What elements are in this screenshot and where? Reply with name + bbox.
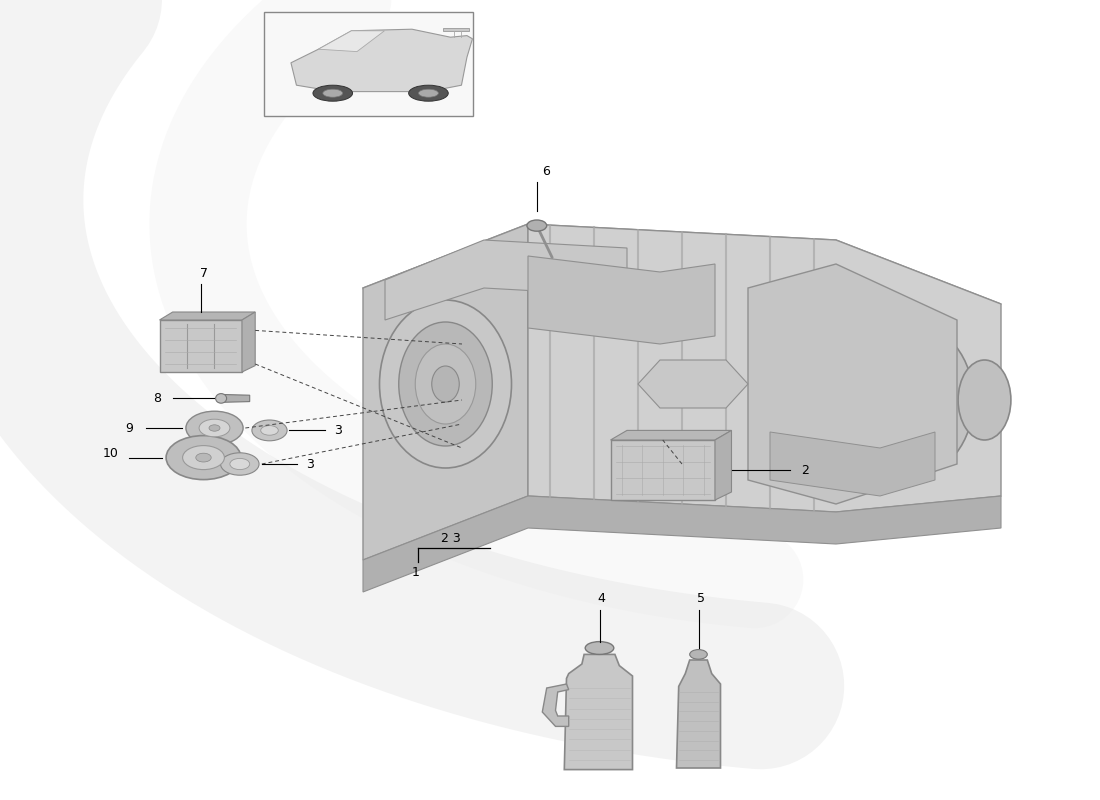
Ellipse shape [585,642,614,654]
Ellipse shape [323,90,343,98]
Polygon shape [748,264,957,504]
Ellipse shape [220,453,260,475]
Polygon shape [610,440,715,500]
Ellipse shape [183,446,224,470]
Polygon shape [242,312,255,372]
Polygon shape [715,430,732,500]
Polygon shape [564,654,632,770]
Polygon shape [528,224,1001,512]
Ellipse shape [199,419,230,437]
Text: 9: 9 [124,422,133,434]
Text: 6: 6 [541,165,550,178]
Polygon shape [160,312,255,320]
Polygon shape [528,256,715,344]
Text: 5: 5 [696,592,705,605]
Polygon shape [160,320,242,372]
Ellipse shape [418,90,438,98]
Ellipse shape [230,458,250,470]
Ellipse shape [252,420,287,441]
Ellipse shape [416,344,476,424]
Ellipse shape [261,426,278,435]
Text: 8: 8 [153,392,162,405]
Polygon shape [442,27,470,30]
Polygon shape [676,660,720,768]
Ellipse shape [196,453,211,462]
Polygon shape [385,240,627,320]
Ellipse shape [166,435,241,480]
Polygon shape [363,224,1001,336]
Polygon shape [638,360,748,408]
Ellipse shape [379,300,512,468]
Ellipse shape [186,411,243,445]
Ellipse shape [409,86,449,102]
Polygon shape [319,30,385,51]
Ellipse shape [314,86,353,102]
Text: 2: 2 [801,463,808,477]
Polygon shape [542,684,569,726]
Text: 3: 3 [333,424,342,437]
Polygon shape [363,224,528,560]
Ellipse shape [852,324,974,476]
Ellipse shape [874,348,952,452]
Polygon shape [363,496,1001,592]
Text: 1: 1 [411,566,420,578]
Text: a passion for cars since 1985: a passion for cars since 1985 [539,390,825,410]
Ellipse shape [958,360,1011,440]
Text: 10: 10 [103,447,119,460]
Polygon shape [770,432,935,496]
Text: 4: 4 [597,592,606,605]
Ellipse shape [399,322,493,446]
Text: eurospares: eurospares [428,265,936,343]
Bar [264,12,473,116]
Text: 2 3: 2 3 [441,532,461,545]
Ellipse shape [209,425,220,431]
Polygon shape [219,394,250,402]
Text: 7: 7 [200,267,208,280]
Ellipse shape [690,650,707,659]
Polygon shape [610,430,732,440]
Ellipse shape [216,394,227,403]
Polygon shape [290,29,473,92]
Text: 3: 3 [306,458,315,470]
Ellipse shape [527,220,547,231]
Ellipse shape [432,366,460,402]
